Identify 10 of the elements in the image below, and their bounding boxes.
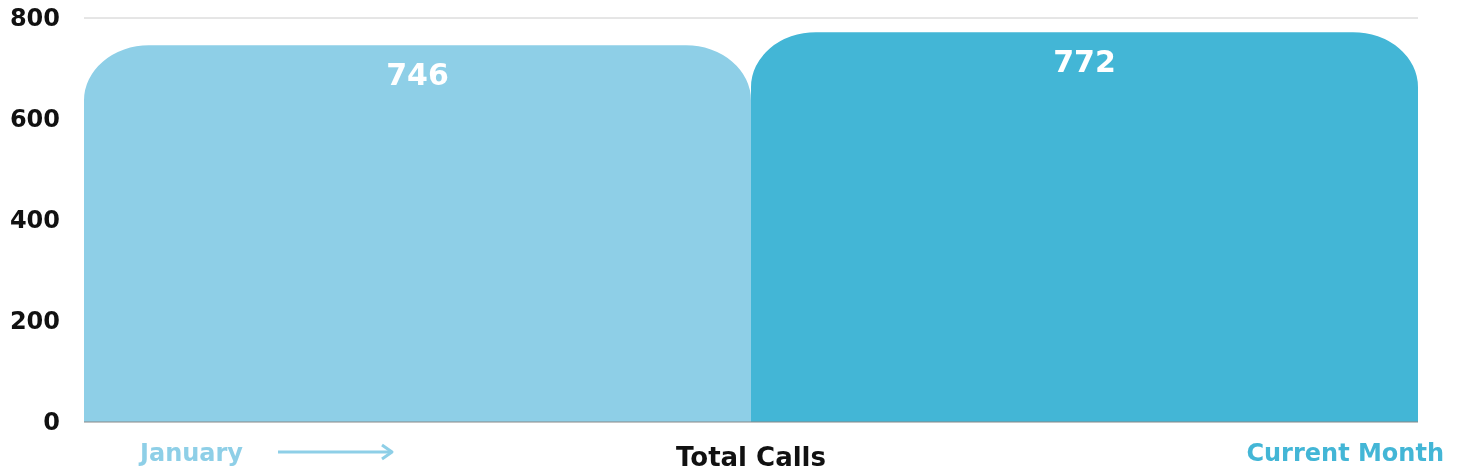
y-tick-label: 400: [9, 206, 60, 235]
y-tick-label: 600: [9, 105, 60, 134]
y-tick-label: 800: [9, 4, 60, 33]
y-tick-label: 0: [43, 408, 60, 437]
y-tick-label: 200: [9, 307, 60, 336]
data-label: 746: [386, 57, 449, 93]
legend-label: January: [138, 439, 244, 467]
x-axis-title: Total Calls: [675, 442, 827, 472]
series-label: Current Month: [1246, 439, 1444, 467]
data-label: 772: [1053, 44, 1116, 80]
